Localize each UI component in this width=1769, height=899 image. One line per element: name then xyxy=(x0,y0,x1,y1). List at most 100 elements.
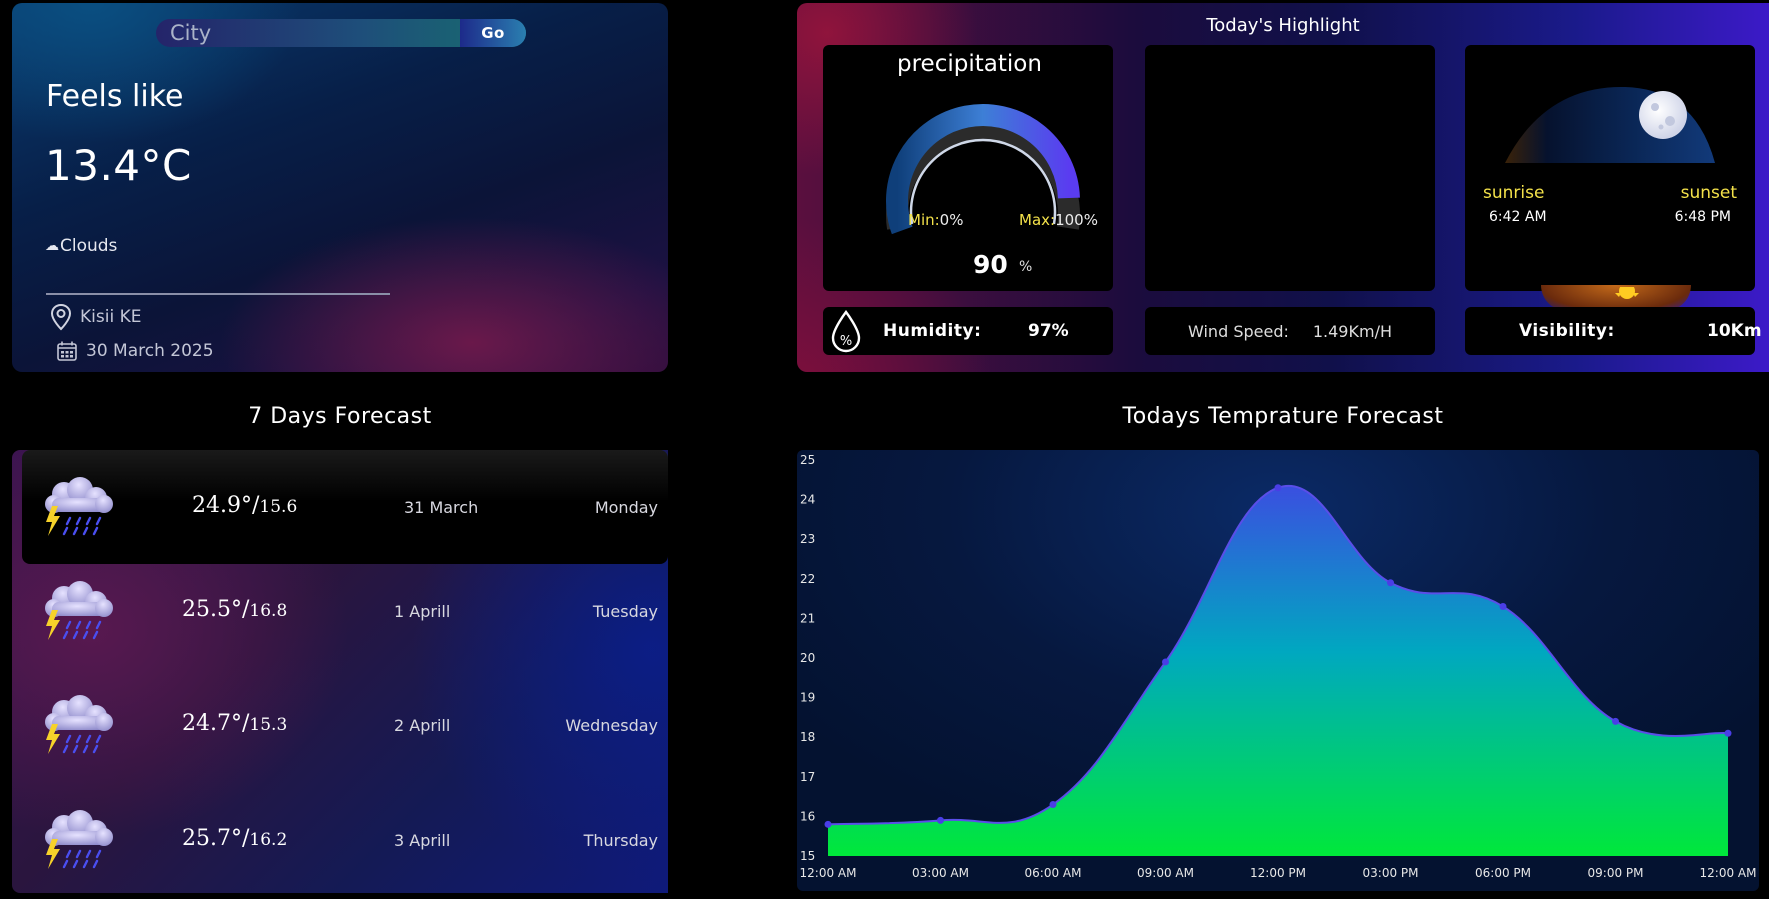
current-weather-card: Go Feels like 13.4°C ☁ Clouds Kisii KE 3… xyxy=(12,3,668,372)
visibility-value: 10Km xyxy=(1707,321,1762,341)
highlights-card: Today's Highlight precipitation Min:0% M… xyxy=(797,3,1769,372)
moon-icon xyxy=(1639,91,1687,139)
x-tick-label: 12:00 AM xyxy=(1700,866,1757,880)
sun-icon xyxy=(1615,287,1639,299)
forecast-low: 15.3 xyxy=(249,715,288,735)
forecast-day: Thursday xyxy=(583,831,658,850)
x-tick-label: 09:00 AM xyxy=(1137,866,1194,880)
chart-title: Todays Temprature Forecast xyxy=(1122,404,1444,429)
data-point[interactable] xyxy=(1724,729,1732,737)
forecast-low: 16.2 xyxy=(249,830,288,850)
x-tick-label: 06:00 PM xyxy=(1475,866,1531,880)
go-button[interactable]: Go xyxy=(460,19,526,47)
location-text: Kisii KE xyxy=(80,307,142,327)
forecast-temp: 25.7°/16.2 xyxy=(182,826,287,851)
gauge-fill xyxy=(886,104,1080,235)
visibility-label: Visibility: xyxy=(1519,321,1615,341)
calendar-icon xyxy=(57,341,77,361)
highlights-title: Today's Highlight xyxy=(1206,15,1360,36)
humidity-drop-icon: % xyxy=(831,310,861,353)
forecast-date: 2 Aprill xyxy=(394,716,451,735)
humidity-panel: % Humidity: 97% xyxy=(823,307,1113,355)
data-point[interactable] xyxy=(1499,603,1507,611)
thunderstorm-icon xyxy=(43,580,115,642)
y-tick-label: 25 xyxy=(800,453,815,467)
empty-panel xyxy=(1145,45,1435,291)
sunrise-time: 6:42 AM xyxy=(1489,209,1547,225)
sunset-time: 6:48 PM xyxy=(1674,209,1731,225)
forecast-date: 3 Aprill xyxy=(394,831,451,850)
temperature-area xyxy=(828,485,1728,856)
thunderstorm-icon xyxy=(43,694,115,756)
min-value: 0% xyxy=(939,211,964,229)
precipitation-title: precipitation xyxy=(897,51,1042,77)
data-point[interactable] xyxy=(1274,484,1282,492)
forecast-list: 24.9°/15.6 31 March Monday 25.5°/16.8 1 … xyxy=(12,450,668,893)
forecast-high: 25.7°/ xyxy=(182,826,250,851)
condition-text: Clouds xyxy=(60,236,118,256)
forecast-item[interactable]: 24.9°/15.6 31 March Monday xyxy=(22,450,668,564)
forecast-item[interactable]: 24.7°/15.3 2 Aprill Wednesday xyxy=(12,668,668,782)
data-point[interactable] xyxy=(1049,801,1057,809)
feels-like-label: Feels like xyxy=(46,79,184,114)
x-tick-label: 09:00 PM xyxy=(1588,866,1644,880)
y-tick-label: 21 xyxy=(800,611,815,625)
data-point[interactable] xyxy=(824,820,832,828)
x-tick-label: 03:00 PM xyxy=(1363,866,1419,880)
y-tick-label: 22 xyxy=(800,572,815,586)
search-bar: Go xyxy=(156,19,526,47)
forecast-high: 24.7°/ xyxy=(182,711,250,736)
y-tick-label: 17 xyxy=(800,770,815,784)
location-pin-icon xyxy=(50,303,72,331)
wind-panel: Wind Speed: 1.49Km/H xyxy=(1145,307,1435,355)
forecast-day: Monday xyxy=(594,498,658,517)
x-tick-label: 12:00 PM xyxy=(1250,866,1306,880)
thunderstorm-icon xyxy=(43,809,115,871)
forecast-temp: 24.9°/15.6 xyxy=(192,493,297,518)
sunset-label: sunset xyxy=(1680,183,1737,203)
humidity-value: 97% xyxy=(1028,321,1069,341)
forecast-date: 31 March xyxy=(404,498,479,517)
date-text: 30 March 2025 xyxy=(86,341,214,361)
x-tick-label: 06:00 AM xyxy=(1025,866,1082,880)
max-label: Max: xyxy=(1019,211,1056,229)
wind-value: 1.49Km/H xyxy=(1312,321,1392,341)
current-temperature: 13.4°C xyxy=(45,141,192,190)
weather-condition: ☁ Clouds xyxy=(45,236,117,256)
min-label: Min: xyxy=(908,211,940,229)
date-row: 30 March 2025 xyxy=(56,340,214,362)
wind-label: Wind Speed: xyxy=(1188,321,1289,341)
y-tick-label: 15 xyxy=(800,849,815,863)
temperature-chart: 15 16 17 18 19 20 21 22 23 24 25 12:00 AM 03:00 AM 0… xyxy=(797,450,1759,891)
data-point[interactable] xyxy=(937,816,944,824)
precip-min: Min:0% xyxy=(908,211,963,229)
forecast-low: 15.6 xyxy=(259,497,298,517)
sun-glow xyxy=(1541,285,1691,311)
data-point[interactable] xyxy=(1162,658,1169,666)
forecast-low: 16.8 xyxy=(249,601,288,621)
precip-max: Max:100% xyxy=(1019,211,1098,229)
cloud-icon: ☁ xyxy=(45,238,59,254)
sun-panel: sunrise sunset 6:42 AM 6:48 PM xyxy=(1465,45,1755,291)
forecast-date: 1 Aprill xyxy=(394,602,451,621)
data-point[interactable] xyxy=(1612,717,1619,725)
forecast-item[interactable]: 25.5°/16.8 1 Aprill Tuesday xyxy=(12,554,668,668)
temperature-chart-svg: 15 16 17 18 19 20 21 22 23 24 25 12:00 AM 03:00 AM 0… xyxy=(800,453,1757,880)
x-tick-label: 03:00 AM xyxy=(912,866,969,880)
precipitation-panel: precipitation Min:0% Max:100% 90 % xyxy=(823,45,1113,291)
precipitation-gauge xyxy=(886,104,1080,235)
sun-arc xyxy=(1505,86,1715,163)
forecast-temp: 24.7°/15.3 xyxy=(182,711,287,736)
y-tick-label: 19 xyxy=(800,691,815,705)
precipitation-unit: % xyxy=(1019,259,1033,275)
data-point[interactable] xyxy=(1387,579,1394,587)
svg-text:%: % xyxy=(840,334,852,349)
forecast-item[interactable]: 25.7°/16.2 3 Aprill Thursday xyxy=(12,783,668,893)
location-row: Kisii KE xyxy=(50,303,141,331)
y-tick-label: 16 xyxy=(800,809,815,823)
city-search-input[interactable] xyxy=(156,19,460,47)
max-value: 100% xyxy=(1055,211,1098,229)
precipitation-value: 90 xyxy=(973,250,1008,279)
humidity-label: Humidity: xyxy=(883,321,982,341)
y-tick-label: 23 xyxy=(800,532,815,546)
